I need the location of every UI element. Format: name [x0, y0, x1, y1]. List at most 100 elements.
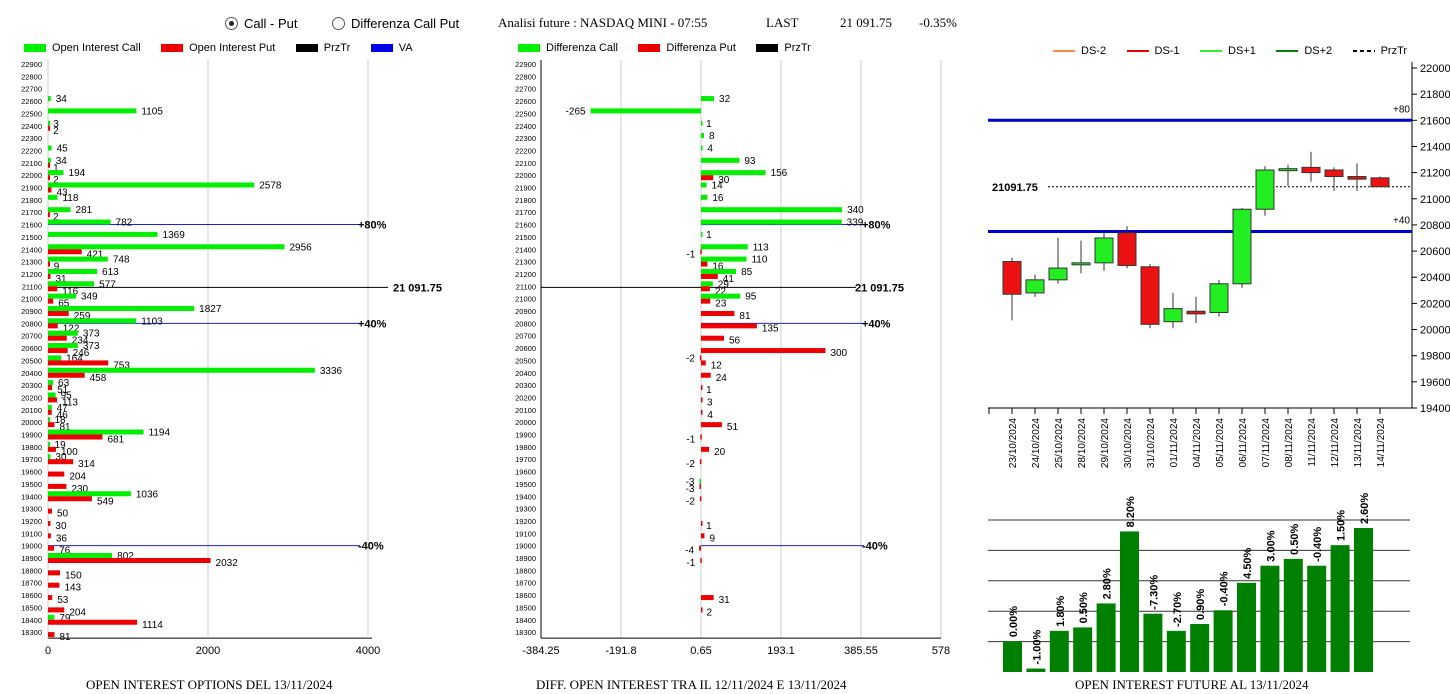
legend-diff: Differenza Call Differenza Put PrzTr [518, 39, 827, 57]
diff-value: 32 [719, 94, 731, 105]
candle-date-label: 14/11/2024 [1376, 418, 1387, 468]
fut-bar [1260, 565, 1280, 672]
diff-bar [701, 268, 737, 274]
diff-strike-label: 22500 [515, 109, 536, 118]
diff-value: 9 [709, 533, 715, 544]
diff-x-tick: 193.1 [767, 645, 795, 657]
oi-strike-label: 21900 [21, 184, 42, 193]
candle-body [1301, 166, 1321, 174]
oi-call-bar [48, 96, 51, 102]
oi-call-bar [48, 268, 98, 274]
oi-put-value: 421 [87, 249, 104, 260]
diff-value: 81 [739, 311, 751, 322]
oi-call-bar [48, 614, 55, 620]
oi-call-value: 63 [58, 378, 70, 389]
oi-put-bar [48, 471, 65, 477]
diff-strike-label: 21300 [515, 258, 536, 267]
candle-y-label: 21400 [1420, 141, 1450, 153]
oi-put-bar [48, 434, 103, 440]
diff-strike-label: 19900 [515, 431, 536, 440]
legend-diff-call: Differenza Call [518, 42, 618, 54]
oi-strike-label: 18700 [21, 579, 42, 588]
diff-value: -1 [686, 249, 695, 260]
fut-bar [1354, 528, 1373, 672]
diff-value: 110 [751, 255, 767, 266]
diff-strike-label: 20100 [515, 406, 536, 415]
oi-call-bar [48, 318, 137, 324]
oi-call-value: 79 [59, 613, 71, 624]
diff-strike-label: 19100 [515, 529, 536, 538]
diff-value: 113 [753, 242, 769, 253]
oi-put-value: 31 [55, 274, 67, 285]
diff-strike-label: 21600 [515, 221, 536, 230]
oi-put-value: 122 [63, 323, 80, 334]
diff-value: -2 [686, 459, 695, 470]
diff-strike-label: 20900 [515, 307, 536, 316]
oi-strike-label: 21400 [21, 245, 42, 254]
oi-call-value: 18 [54, 415, 66, 426]
diff-value: 24 [716, 373, 728, 384]
oi-call-value: 30 [55, 452, 67, 463]
candle-body [1347, 176, 1367, 180]
radio-unselected-icon[interactable] [332, 17, 345, 30]
oi-put-value: 143 [64, 583, 81, 594]
oi-call-bar [48, 306, 195, 311]
candle-date-label: 07/11/2024 [1261, 418, 1272, 468]
diff-strike-label: 21100 [516, 282, 536, 291]
oi-put-value: 36 [56, 533, 68, 544]
radio-call-put[interactable]: Call - Put [225, 16, 297, 31]
candle-y-label: 20800 [1420, 220, 1450, 232]
diff-bar [699, 355, 702, 361]
diff-bar [590, 108, 701, 114]
diff-bar [701, 360, 706, 366]
diff-value: 4 [707, 410, 713, 421]
oi-strike-label: 22900 [21, 60, 42, 69]
diff-bar [701, 533, 705, 539]
oi-put-value: 150 [65, 570, 82, 581]
candle-level-label: +40 [1393, 215, 1410, 226]
diff-bar [701, 120, 703, 126]
oi-put-value: 51 [57, 385, 69, 396]
diff-strike-label: 22000 [515, 171, 536, 180]
radio-selected-icon[interactable] [225, 17, 238, 30]
oi-call-value: 613 [102, 267, 119, 278]
oi-strike-label: 19500 [21, 480, 42, 489]
oi-put-bar [48, 335, 67, 341]
diff-value: -2 [686, 496, 695, 507]
diff-chart: -384.25 -191.8 0.65 193.1 385.55 578 22900 2280… [515, 60, 950, 657]
fut-bar-label: 3.00% [1265, 530, 1277, 561]
candle-date-label: 06/11/2024 [1238, 418, 1249, 468]
legend-oi: Open Interest Call Open Interest Put Prz… [24, 39, 429, 57]
diff-chart-title: DIFF. OPEN INTEREST TRA IL 12/11/2024 E … [536, 677, 847, 692]
diff-bar [699, 483, 701, 489]
oi-put-value: 81 [59, 422, 71, 433]
oi-put-value: 204 [69, 607, 86, 618]
diff-strike-label: 20200 [515, 393, 536, 402]
fut-bar-label: 2.60% [1359, 493, 1371, 524]
oi-strike-label: 22300 [21, 134, 42, 143]
oi-call-bar [48, 231, 158, 237]
radio-differenza[interactable]: Differenza Call Put [332, 16, 459, 31]
oi-strike-label: 19200 [21, 517, 42, 526]
oi-call-bar [48, 108, 137, 114]
diff-strike-label: 20400 [515, 369, 536, 378]
oi-call-value: 802 [117, 551, 134, 562]
future-chart-title: OPEN INTEREST FUTURE AL 13/11/2024 [1075, 677, 1309, 692]
fut-bar-label: -0.40% [1219, 571, 1231, 606]
change-value: -0.35% [919, 15, 957, 30]
diff-strike-label: 21000 [515, 295, 536, 304]
oi-put-value: 116 [62, 286, 78, 297]
candle-y-label: 21000 [1420, 194, 1450, 206]
oi-put-value: 314 [78, 459, 95, 470]
oi-put-value: 2 [53, 212, 59, 223]
oi-call-value: 577 [99, 279, 116, 290]
diff-strike-label: 22200 [515, 146, 536, 155]
diff-value: 1 [706, 385, 712, 396]
oi-strike-label: 19300 [21, 505, 42, 514]
oi-strike-label: 20500 [21, 356, 42, 365]
oi-call-bar [48, 194, 58, 200]
oi-call-value: 3336 [320, 366, 343, 377]
oi-put-value: 549 [97, 496, 114, 507]
candle-y-label: 20200 [1420, 298, 1450, 310]
